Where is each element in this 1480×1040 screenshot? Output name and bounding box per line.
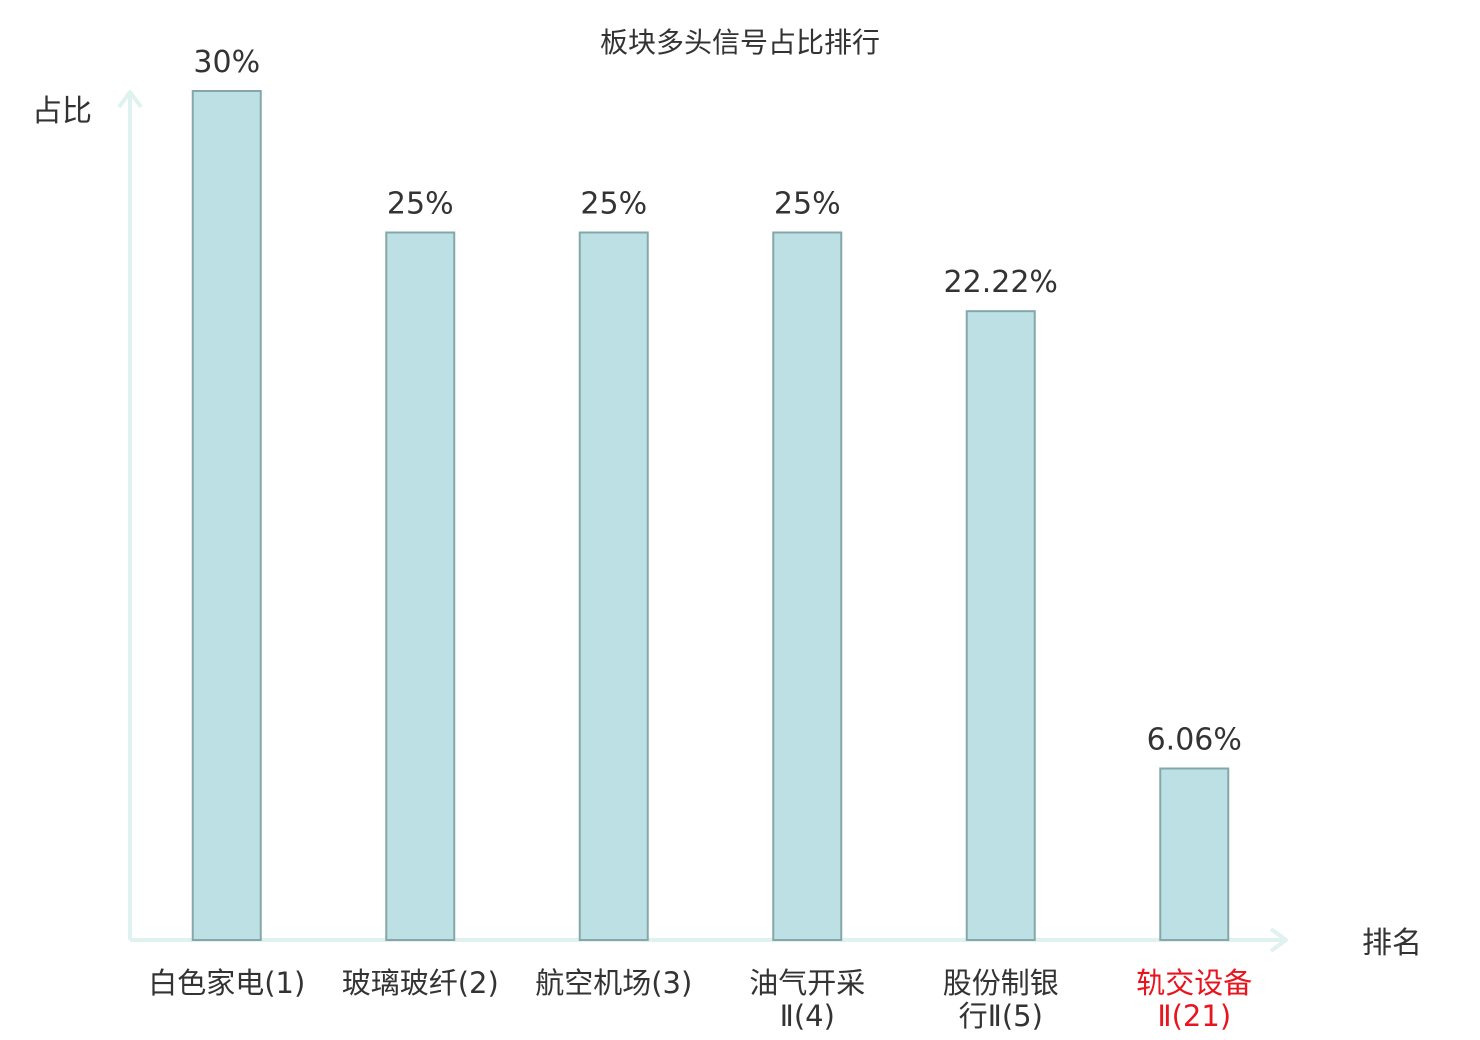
value-label-2: 25% [387,187,454,222]
bar-1 [191,90,262,941]
category-label-line: Ⅱ(21) [1157,999,1231,1033]
bar-4 [772,231,843,941]
value-label-5: 22.22% [944,265,1058,300]
bar-3 [578,231,649,941]
bar-6 [1159,767,1230,942]
category-label-line: 油气开采 [749,966,865,1000]
y-axis-arrow [117,90,143,109]
value-labels-group: 30% 25% 25% 25% 22.22% 6.06% [193,45,1242,758]
x-axis-label: 排名 [1362,926,1422,961]
category-label-2: 玻璃玻纤(2) [342,966,499,1000]
axes [117,90,1288,953]
chart-title: 板块多头信号占比排行 [600,26,880,59]
category-label-5: 股份制银行Ⅱ(5) [943,966,1059,1033]
bar-2 [385,231,456,941]
category-label-line: 玻璃玻纤(2) [342,966,499,1000]
category-label-4: 油气开采 Ⅱ(4) [749,966,865,1033]
category-label-line: 白色家电(1) [148,966,305,1000]
category-label-3: 航空机场(3) [535,966,692,1000]
y-axis-label: 占比 [32,94,92,129]
value-label-1: 30% [193,45,260,80]
value-label-3: 25% [580,187,647,222]
category-label-line: 航空机场(3) [535,966,692,1000]
bars-group [191,90,1230,942]
category-label-line: 轨交设备 [1136,966,1252,1000]
category-label-line: Ⅱ(4) [780,999,835,1033]
category-label-line: 股份制银 [943,966,1059,1000]
bar-5 [965,310,1036,941]
x-axis-arrow [1269,927,1288,953]
category-labels-group: 白色家电(1) 玻璃玻纤(2) 航空机场(3) 油气开采 Ⅱ(4) 股份制银行Ⅱ(5) 轨交… [148,966,1252,1033]
category-label-1: 白色家电(1) [148,966,305,1000]
category-label-line: 行Ⅱ(5) [959,999,1043,1033]
value-label-4: 25% [774,187,841,222]
category-label-6: 轨交设备 Ⅱ(21) [1136,966,1252,1033]
value-label-6: 6.06% [1147,723,1242,758]
